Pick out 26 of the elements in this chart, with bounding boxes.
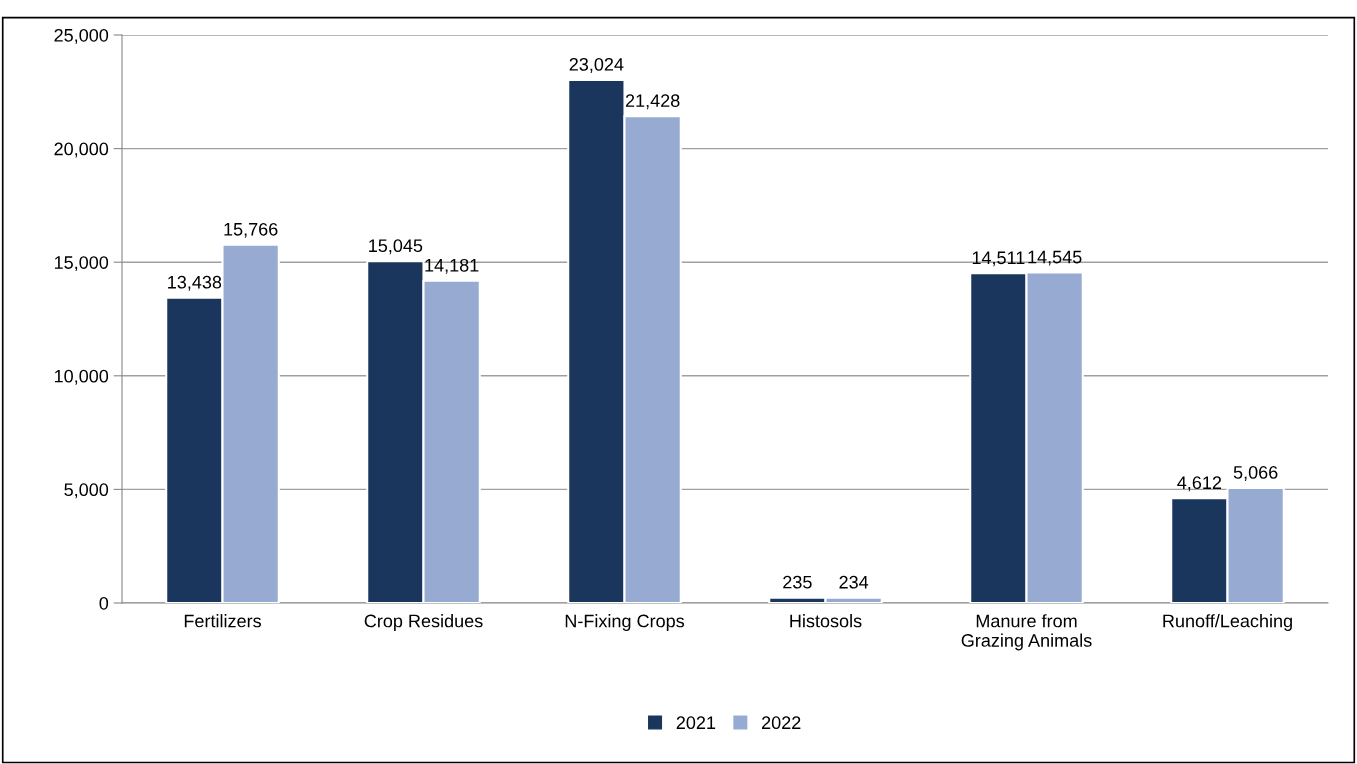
data-label: 4,612 <box>1177 476 1222 492</box>
y-tick-label: 15,000 <box>54 256 109 272</box>
data-label: 15,766 <box>224 222 278 238</box>
x-tick-label: Manure from Grazing Animals <box>961 614 1092 651</box>
x-tick-label: Runoff/Leaching <box>1163 614 1292 631</box>
data-label: 234 <box>839 575 869 589</box>
data-label: 5,066 <box>1233 465 1278 481</box>
data-label: 23,024 <box>569 57 624 73</box>
y-tick-label: 5,000 <box>64 483 109 499</box>
data-label: 14,511 <box>972 251 1025 267</box>
x-tick-label: Crop Residues <box>364 614 483 631</box>
y-tick-label: 10,000 <box>54 369 109 385</box>
x-tick-label: Fertilizers <box>184 614 261 628</box>
data-label: 15,045 <box>369 239 423 255</box>
data-label: 14,181 <box>425 258 479 274</box>
x-tick-label: N-Fixing Crops <box>565 614 685 631</box>
data-label: 21,428 <box>625 94 680 110</box>
legend-label: 2021 <box>676 716 716 730</box>
x-tick-label: Histosols <box>790 614 862 628</box>
legend-label: 2022 <box>762 716 801 730</box>
data-label: 14,545 <box>1028 250 1082 266</box>
y-tick-label: 0 <box>99 596 109 610</box>
y-tick-label: 25,000 <box>54 28 109 44</box>
data-label: 13,438 <box>168 275 222 291</box>
data-label: 235 <box>783 575 812 589</box>
y-tick-label: 20,000 <box>54 142 109 158</box>
